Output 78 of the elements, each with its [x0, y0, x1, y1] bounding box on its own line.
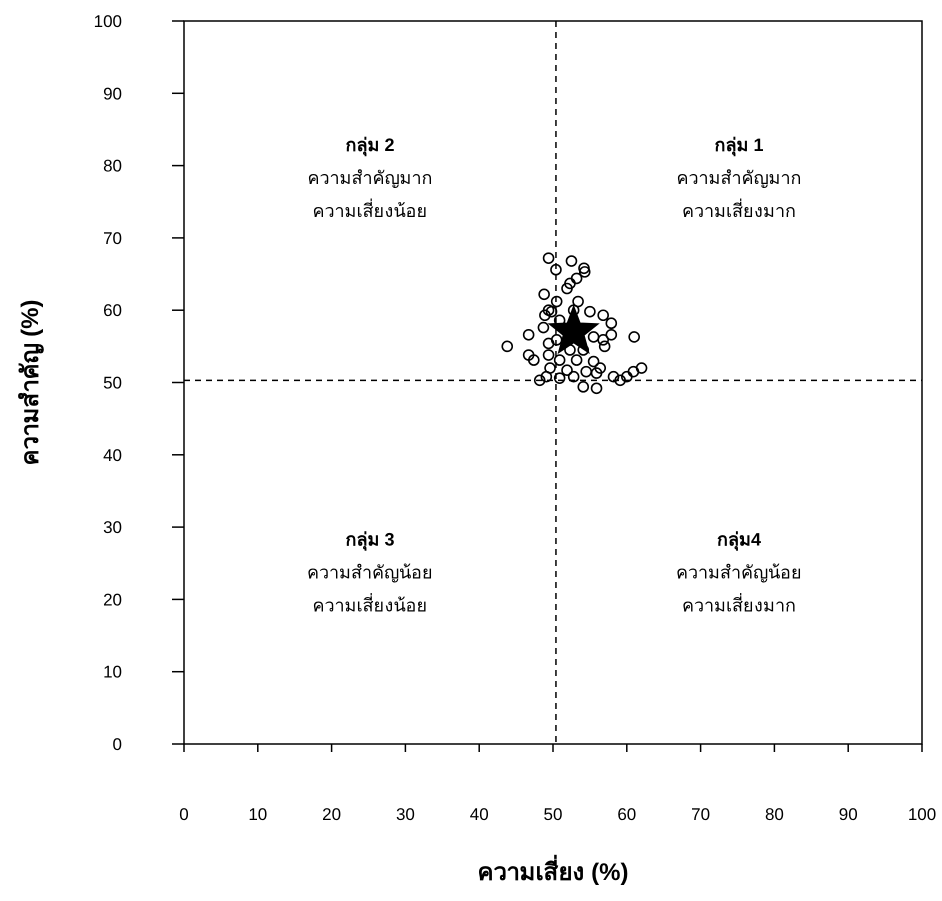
point: [546, 306, 558, 318]
y-tick-label: 20: [103, 590, 122, 610]
y-tick-label: 30: [103, 518, 122, 538]
point: [588, 356, 600, 368]
point: [590, 382, 602, 394]
point: [538, 322, 550, 334]
x-tick-label: 90: [838, 805, 858, 824]
point: [584, 306, 596, 318]
x-tick-label: 0: [179, 805, 189, 824]
point: [550, 296, 562, 308]
point: [550, 334, 562, 346]
annotation: กลุ่ม4 ความสำคัญน้อย ความเสี่ยงมาก: [676, 529, 802, 616]
x-tick-label: 10: [248, 805, 268, 824]
point: [606, 317, 618, 330]
x-tick-label: 40: [470, 805, 489, 824]
x-tick-label: 20: [322, 805, 342, 824]
point: [542, 349, 554, 361]
annotation: กลุ่ม 2 ความสำคัญมาก ความเสี่ยงน้อย: [307, 135, 432, 221]
point: [568, 370, 580, 383]
point: [608, 370, 620, 383]
point: [606, 328, 618, 341]
point: [597, 334, 609, 346]
point: [522, 349, 534, 361]
point: [544, 362, 556, 374]
y-tick-label: 80: [103, 156, 122, 176]
x-tick-label: 30: [396, 805, 415, 824]
point: [542, 252, 554, 264]
point: [621, 370, 633, 383]
point: [570, 354, 582, 366]
y-tick-label: 10: [103, 662, 122, 682]
y-tick-label: 40: [103, 446, 122, 465]
point: [538, 288, 550, 300]
point: [570, 272, 582, 284]
annotation: กลุ่ม 1 ความสำคัญมาก ความเสี่ยงมาก: [676, 135, 802, 221]
y-tick-label: 50: [103, 374, 122, 392]
point: [628, 331, 640, 343]
point: [588, 331, 600, 343]
point: [561, 282, 573, 294]
point: [561, 364, 573, 376]
point: [539, 309, 551, 322]
point: [542, 304, 554, 316]
point: [578, 266, 591, 278]
y-tick-label: 100: [94, 12, 122, 31]
y-tick-label: 70: [103, 228, 122, 248]
x-tick-label: 60: [617, 805, 636, 824]
x-tick-label: 100: [908, 805, 936, 824]
x-tick-label: 70: [691, 805, 710, 824]
point: [628, 366, 640, 378]
y-tick-label: 60: [103, 301, 122, 320]
point: [597, 309, 609, 322]
point: [564, 278, 576, 290]
point: [542, 338, 554, 350]
point: [594, 362, 606, 374]
point: [501, 340, 514, 352]
annotation: กลุ่ม 3 ความสำคัญน้อย ความเสี่ยงน้อย: [306, 529, 433, 616]
point: [522, 328, 534, 341]
point: [572, 296, 584, 308]
point: [614, 374, 626, 386]
point: [528, 354, 540, 366]
point: [534, 374, 546, 386]
point: [550, 264, 562, 276]
point: [578, 262, 590, 274]
y-axis-title: ความสำคัญ (%): [17, 300, 44, 466]
point: [580, 366, 592, 378]
point: [540, 370, 552, 383]
point: [566, 255, 578, 267]
point: [554, 354, 566, 366]
point: [554, 372, 566, 384]
x-axis-title: ความเสี่ยง (%): [478, 854, 628, 886]
y-tick-label: 90: [103, 84, 122, 104]
point: [590, 367, 602, 379]
y-tick-label: 0: [112, 735, 122, 754]
point: [577, 381, 590, 393]
point: [598, 340, 610, 352]
x-tick-label: 50: [544, 805, 562, 824]
point: [564, 344, 576, 356]
point: [636, 362, 648, 374]
x-tick-label: 80: [764, 805, 784, 824]
